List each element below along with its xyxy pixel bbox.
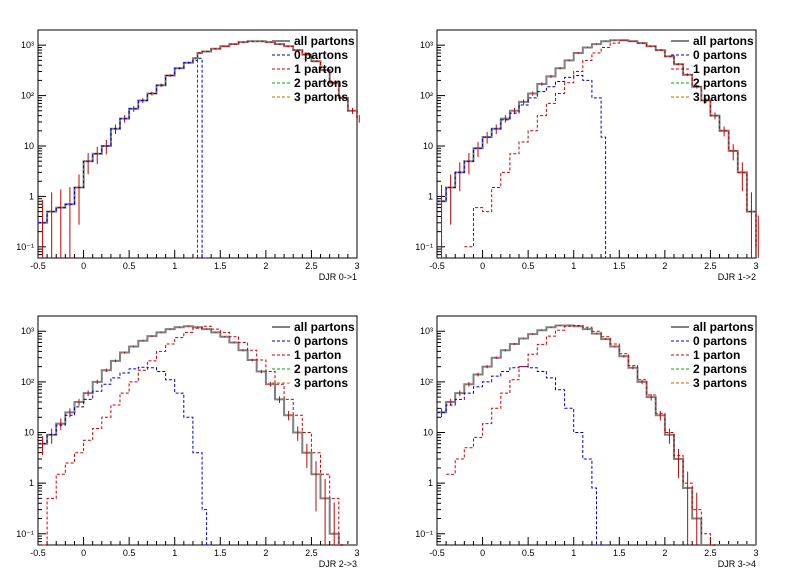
x-axis-label: DJR 3->4 (718, 559, 756, 569)
x-tick-label: 0.5 (123, 261, 136, 271)
series-line-1-parton (192, 40, 358, 259)
y-tick-label: 10³ (420, 326, 433, 336)
x-tick-label: 1.5 (613, 261, 626, 271)
y-tick-label: 10⁻¹ (16, 529, 34, 539)
x-tick-label: 2 (263, 548, 268, 558)
legend-entry: 3 partons (693, 376, 747, 390)
y-tick-label: 10⁻¹ (415, 529, 433, 539)
y-tick-label: 1 (428, 191, 433, 201)
x-tick-label: -0.5 (30, 261, 46, 271)
y-tick-label: 1 (428, 478, 433, 488)
legend-entry: all partons (294, 320, 355, 334)
x-tick-label: 0.5 (123, 548, 136, 558)
y-tick-label: 1 (29, 191, 34, 201)
y-tick-label: 10³ (420, 40, 433, 50)
x-tick-label: 2 (263, 261, 268, 271)
legend-entry: 0 partons (294, 334, 348, 348)
y-tick-label: 10 (423, 428, 433, 438)
x-tick-label: 3 (354, 261, 359, 271)
plot-frame (436, 315, 757, 546)
x-tick-label: 3 (753, 261, 758, 271)
legend-entry: 3 partons (693, 90, 747, 104)
legend-entry: 3 partons (294, 376, 348, 390)
x-tick-label: 1.5 (214, 548, 227, 558)
series-line-0-partons (38, 366, 212, 546)
x-tick-label: 0.5 (522, 548, 535, 558)
legend-entry: 1 parton (294, 348, 341, 362)
series-line-1-parton (464, 39, 757, 248)
series-line-1-parton (42, 325, 344, 546)
y-tick-label: 10² (420, 377, 433, 387)
plot-frame (436, 29, 757, 259)
legend-entry: 1 parton (294, 62, 341, 76)
y-tick-label: 10⁻¹ (415, 242, 433, 252)
legend-entry: 3 partons (294, 90, 348, 104)
x-tick-label: -0.5 (429, 548, 445, 558)
legend-entry: 2 partons (693, 362, 747, 376)
series-line-0-partons (437, 75, 611, 259)
plot-frame (37, 29, 358, 259)
x-tick-label: 0 (480, 261, 485, 271)
chart-panel-1: -0.5 0 0.5 1 1.5 2 2.5 3 10⁻¹ 1 10 10² 10³ DJR 0->1 al… (16, 29, 360, 282)
series-line-1-parton (446, 325, 715, 546)
chart-panel-3: -0.5 0 0.5 1 1.5 2 2.5 3 10⁻¹ 1 10 10² 10³ DJR 2->3 al… (16, 315, 360, 569)
x-tick-label: 2.5 (704, 548, 717, 558)
x-tick-label: 1 (571, 261, 576, 271)
x-tick-label: 0 (81, 261, 86, 271)
legend-entry: 0 partons (294, 48, 348, 62)
x-tick-label: 2 (662, 548, 667, 558)
legend-entry: 1 parton (693, 348, 740, 362)
x-tick-label: 2.5 (704, 261, 717, 271)
x-tick-label: 2.5 (305, 261, 318, 271)
x-tick-label: 0 (480, 548, 485, 558)
y-tick-label: 10² (21, 91, 34, 101)
y-tick-label: 10² (420, 91, 433, 101)
x-tick-label: 2.5 (305, 548, 318, 558)
x-axis-label: DJR 0->1 (319, 272, 357, 282)
series-line-all-partons (38, 325, 357, 546)
x-tick-label: 1.5 (214, 261, 227, 271)
y-tick-label: 10³ (21, 40, 34, 50)
legend-entry: 1 parton (693, 62, 740, 76)
legend-entry: 2 partons (294, 362, 348, 376)
x-tick-label: 3 (354, 548, 359, 558)
y-tick-label: 10³ (21, 326, 34, 336)
y-tick-label: 10 (24, 141, 34, 151)
legend-entry: 0 partons (693, 334, 747, 348)
legend-entry: all partons (294, 34, 355, 48)
series-line-0-partons (38, 57, 207, 259)
y-tick-label: 1 (29, 478, 34, 488)
x-tick-label: 1.5 (613, 548, 626, 558)
legend-entry: 2 partons (693, 76, 747, 90)
plot-frame (37, 315, 358, 546)
x-tick-label: 0.5 (522, 261, 535, 271)
y-tick-label: 10 (24, 428, 34, 438)
legend-entry: 0 partons (693, 48, 747, 62)
legend-entry: all partons (693, 320, 754, 334)
x-tick-label: 1 (571, 548, 576, 558)
x-tick-label: 1 (172, 548, 177, 558)
x-tick-label: 1 (172, 261, 177, 271)
x-axis-label: DJR 2->3 (319, 559, 357, 569)
x-tick-label: 2 (662, 261, 667, 271)
legend-entry: all partons (693, 34, 754, 48)
x-tick-label: -0.5 (429, 261, 445, 271)
y-tick-label: 10² (21, 377, 34, 387)
chart-panel-4: -0.5 0 0.5 1 1.5 2 2.5 3 10⁻¹ 1 10 10² 10³ DJR 3->4 al… (415, 315, 759, 569)
y-tick-label: 10 (423, 141, 433, 151)
legend-entry: 2 partons (294, 76, 348, 90)
x-axis-label: DJR 1->2 (718, 272, 756, 282)
x-tick-label: 3 (753, 548, 758, 558)
y-tick-label: 10⁻¹ (16, 242, 34, 252)
x-tick-label: -0.5 (30, 548, 46, 558)
x-tick-label: 0 (81, 548, 86, 558)
chart-panel-2: -0.5 0 0.5 1 1.5 2 2.5 3 10⁻¹ 1 10 10² 10³ DJR 1->2 al… (415, 29, 759, 282)
